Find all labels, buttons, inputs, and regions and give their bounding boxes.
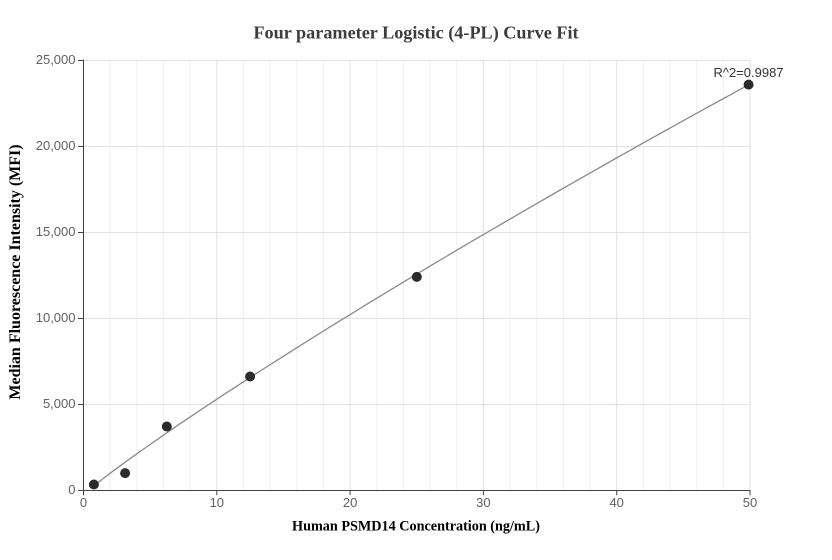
svg-text:Four parameter Logistic (4-PL): Four parameter Logistic (4-PL) Curve Fit bbox=[253, 23, 578, 44]
svg-text:25,000: 25,000 bbox=[36, 52, 76, 67]
svg-text:50: 50 bbox=[743, 495, 757, 510]
svg-text:5,000: 5,000 bbox=[43, 396, 76, 411]
svg-text:Human PSMD14 Concentration (ng: Human PSMD14 Concentration (ng/mL) bbox=[292, 519, 540, 535]
svg-text:0: 0 bbox=[80, 495, 87, 510]
svg-text:30: 30 bbox=[476, 495, 490, 510]
svg-text:20: 20 bbox=[343, 495, 357, 510]
svg-text:20,000: 20,000 bbox=[36, 138, 76, 153]
svg-text:0: 0 bbox=[68, 482, 75, 497]
svg-text:Median Fluorescence Intensity: Median Fluorescence Intensity (MFI) bbox=[7, 144, 24, 399]
svg-text:10: 10 bbox=[210, 495, 224, 510]
svg-text:R^2=0.9987: R^2=0.9987 bbox=[713, 65, 783, 80]
svg-text:15,000: 15,000 bbox=[36, 224, 76, 239]
svg-text:10,000: 10,000 bbox=[36, 310, 76, 325]
svg-text:40: 40 bbox=[609, 495, 623, 510]
